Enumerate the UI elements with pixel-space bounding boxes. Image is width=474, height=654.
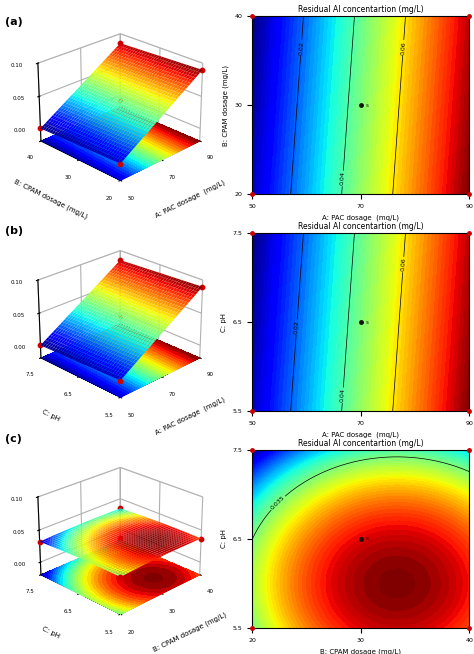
Text: 0.06: 0.06: [400, 258, 406, 271]
Text: 0.04: 0.04: [340, 171, 346, 186]
Text: s: s: [365, 103, 368, 108]
Text: 0.02: 0.02: [294, 320, 300, 334]
Y-axis label: B: CPAM dosage (mg/L): B: CPAM dosage (mg/L): [13, 178, 89, 220]
Y-axis label: B: CPAM dosage (mg/L): B: CPAM dosage (mg/L): [223, 65, 229, 146]
X-axis label: A: PAC dosage  (mq/L): A: PAC dosage (mq/L): [322, 431, 399, 438]
X-axis label: B: CPAM dosage (mq/L): B: CPAM dosage (mq/L): [320, 648, 401, 654]
X-axis label: A: PAC dosage  (mq/L): A: PAC dosage (mq/L): [322, 215, 399, 221]
X-axis label: B: CPAM dosage (mg/L): B: CPAM dosage (mg/L): [152, 611, 228, 653]
Text: (b): (b): [5, 226, 23, 235]
Text: s: s: [365, 536, 368, 542]
Y-axis label: C: pH: C: pH: [41, 626, 61, 640]
Text: s: s: [365, 320, 368, 324]
X-axis label: A: PAC dosage  (mg/L): A: PAC dosage (mg/L): [154, 179, 226, 219]
Text: (a): (a): [5, 17, 22, 27]
Text: 0.06: 0.06: [400, 41, 406, 55]
Y-axis label: C: pH: C: pH: [41, 409, 61, 422]
Title: Residual Al concentartion (mg/L): Residual Al concentartion (mg/L): [298, 439, 424, 448]
Text: 0.035: 0.035: [270, 495, 286, 511]
Title: Residual Al concentartion (mg/L): Residual Al concentartion (mg/L): [298, 222, 424, 231]
Y-axis label: C: pH: C: pH: [221, 530, 227, 549]
Text: 0.02: 0.02: [298, 41, 304, 55]
Text: 0.04: 0.04: [340, 388, 346, 402]
X-axis label: A: PAC dosage  (mg/L): A: PAC dosage (mg/L): [154, 396, 226, 436]
Text: (c): (c): [5, 434, 22, 444]
Y-axis label: C: pH: C: pH: [221, 313, 227, 332]
Title: Residual Al concentartion (mg/L): Residual Al concentartion (mg/L): [298, 5, 424, 14]
